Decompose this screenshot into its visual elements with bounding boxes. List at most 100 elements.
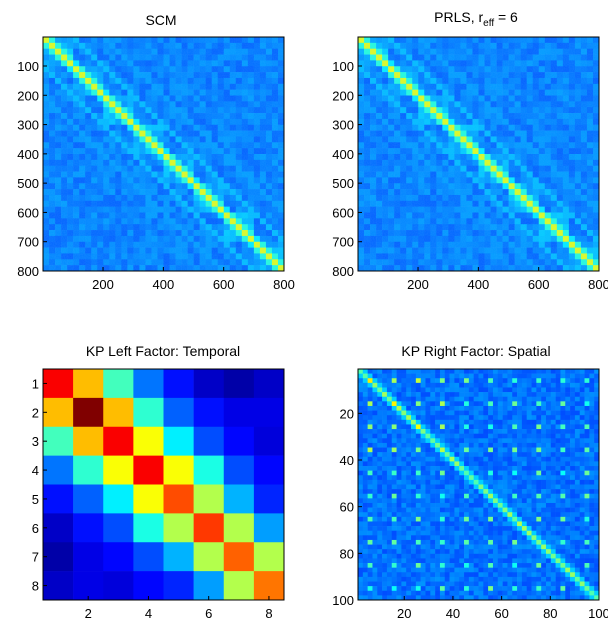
heatmap-cell: [502, 396, 508, 402]
heatmap-cell: [560, 470, 566, 476]
heatmap-cell: [415, 373, 421, 379]
heatmap-cell: [430, 392, 436, 398]
heatmap-cell: [425, 401, 431, 407]
heatmap-cell: [521, 507, 527, 513]
heatmap-cell: [565, 466, 571, 471]
heatmap-cell: [367, 429, 373, 434]
heatmap-cell: [536, 479, 542, 485]
heatmap-cell: [536, 489, 542, 495]
heatmap-cell: [411, 475, 417, 481]
heatmap-cell: [358, 461, 364, 467]
heatmap-cell: [502, 502, 508, 508]
heatmap-cell: [103, 426, 134, 456]
heatmap-cell: [420, 452, 426, 458]
heatmap-cell: [415, 452, 421, 458]
heatmap-cell: [594, 479, 600, 485]
heatmap-cell: [468, 373, 474, 379]
heatmap-cell: [468, 405, 474, 411]
x-tick-label: 800: [273, 277, 295, 292]
heatmap-cell: [541, 433, 547, 439]
heatmap-cell: [536, 447, 542, 453]
heatmap-cell: [449, 387, 455, 393]
heatmap-cell: [358, 493, 364, 499]
heatmap-cell: [584, 419, 590, 425]
heatmap-cell: [449, 489, 455, 495]
heatmap-cell: [574, 438, 581, 444]
heatmap-cell: [415, 507, 421, 513]
heatmap-cell: [512, 452, 518, 458]
x-tick-label: 6: [205, 606, 212, 621]
heatmap-cell: [377, 466, 383, 471]
heatmap-cell: [550, 396, 556, 402]
heatmap-cell: [411, 392, 417, 398]
heatmap-cell: [526, 433, 532, 439]
y-tick-label: 800: [17, 264, 39, 279]
heatmap-cell: [358, 378, 364, 384]
heatmap-cell: [488, 452, 494, 458]
heatmap-cell: [377, 447, 383, 453]
heatmap-cell: [459, 396, 465, 402]
heatmap-cell: [367, 493, 373, 499]
heatmap-cell: [430, 378, 436, 384]
heatmap-cell: [502, 470, 508, 476]
heatmap-cell: [253, 571, 285, 601]
heatmap-cell: [517, 415, 523, 421]
heatmap-cell: [502, 466, 508, 471]
heatmap-cell: [425, 405, 431, 411]
heatmap-cell: [541, 401, 547, 407]
heatmap-cell: [406, 378, 412, 384]
heatmap-cell: [478, 373, 484, 379]
heatmap-cell: [386, 442, 393, 448]
heatmap-cell: [570, 415, 576, 421]
heatmap-cell: [478, 516, 484, 522]
heatmap-cell: [372, 382, 378, 388]
heatmap-cell: [435, 461, 441, 467]
heatmap-cell: [560, 415, 566, 421]
heatmap-cell: [449, 373, 455, 379]
heatmap-cell: [391, 489, 397, 495]
heatmap-cell: [521, 405, 527, 411]
heatmap-cell: [415, 369, 421, 374]
heatmap-cell: [555, 475, 561, 481]
heatmap-cell: [377, 484, 383, 490]
heatmap-cell: [430, 415, 436, 421]
heatmap-cell: [420, 442, 426, 448]
heatmap-cell: [507, 401, 513, 407]
heatmap-cell: [541, 369, 547, 374]
heatmap-cell: [415, 461, 421, 467]
heatmap-cell: [483, 401, 489, 407]
heatmap-cell: [425, 456, 431, 462]
heatmap-cell: [223, 455, 255, 485]
heatmap-cell: [526, 447, 532, 453]
heatmap-cell: [579, 475, 585, 481]
heatmap-cell: [377, 475, 383, 481]
heatmap-cell: [253, 426, 285, 456]
heatmap-cell: [386, 369, 393, 374]
heatmap-cell: [517, 489, 523, 495]
heatmap-cell: [565, 396, 571, 402]
heatmap-cell: [584, 498, 590, 504]
heatmap-cell: [526, 466, 532, 471]
heatmap-cell: [497, 424, 503, 430]
heatmap-cell: [507, 452, 513, 458]
heatmap-cell: [502, 438, 508, 444]
heatmap-cell: [473, 396, 479, 402]
heatmap-cell: [420, 396, 426, 402]
heatmap-cell: [526, 479, 532, 485]
heatmap-cell: [449, 502, 455, 508]
heatmap-cell: [401, 442, 407, 448]
heatmap-cell: [570, 466, 576, 471]
heatmap-cell: [541, 396, 547, 402]
heatmap-cell: [488, 502, 494, 508]
heatmap-cell: [372, 493, 378, 499]
heatmap-cell: [594, 401, 600, 407]
y-tick-label: 700: [17, 235, 39, 250]
heatmap-cell: [459, 479, 465, 485]
heatmap-cell: [396, 392, 402, 398]
heatmap-cell: [396, 456, 402, 462]
heatmap-cell: [526, 410, 532, 416]
heatmap-cell: [406, 405, 412, 411]
heatmap-cell: [444, 470, 450, 476]
heatmap-cell: [497, 507, 503, 513]
heatmap-cell: [391, 466, 397, 471]
